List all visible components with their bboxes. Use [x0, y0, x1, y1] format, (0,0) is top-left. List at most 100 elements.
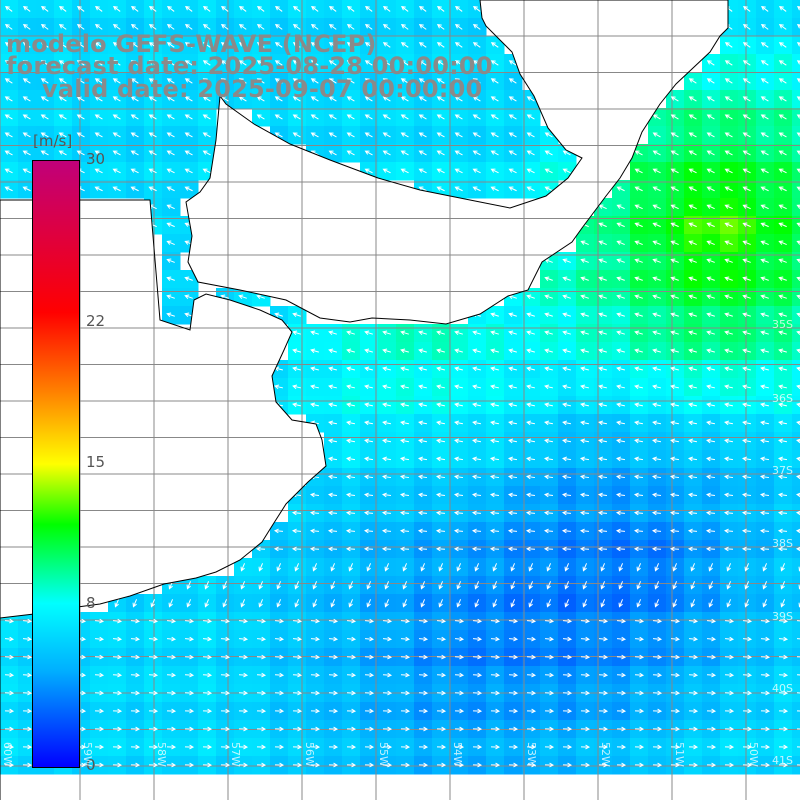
wind-arrow — [148, 168, 157, 174]
wind-arrow — [148, 186, 157, 192]
wind-arrow — [436, 618, 447, 624]
wind-arrow — [723, 546, 734, 552]
wind-arrow — [400, 24, 409, 30]
wind-arrow — [364, 78, 373, 84]
wind-arrow — [310, 114, 319, 120]
wind-arrow — [634, 456, 644, 462]
wind-arrow — [652, 312, 661, 318]
wind-arrow — [436, 420, 446, 426]
wind-arrow — [562, 762, 573, 768]
wind-arrow — [778, 762, 789, 768]
wind-arrow — [508, 672, 519, 678]
wind-arrow — [742, 636, 753, 642]
wind-arrow — [670, 762, 681, 768]
wind-arrow — [724, 366, 733, 372]
wind-arrow — [94, 690, 105, 696]
wind-arrow — [777, 492, 788, 498]
wind-arrow — [94, 618, 105, 624]
wind-arrow — [454, 168, 463, 174]
wind-arrow — [634, 618, 645, 624]
wind-arrow — [436, 42, 445, 48]
wind-arrow — [688, 654, 699, 660]
wind-arrow — [112, 186, 121, 192]
wind-arrow — [364, 672, 375, 678]
wind-arrow — [472, 456, 482, 462]
wind-arrow — [222, 581, 228, 590]
wind-arrow — [525, 492, 536, 498]
wind-arrow — [130, 762, 141, 768]
wind-arrow — [598, 240, 607, 245]
wind-arrow — [688, 204, 697, 210]
wind-arrow — [690, 599, 696, 608]
wind-arrow — [472, 24, 481, 30]
wind-arrow — [222, 599, 228, 608]
wind-arrow — [706, 618, 717, 624]
wind-arrow — [544, 330, 553, 336]
valid-date: valid date: 2025-09-07 00:00:00 — [42, 75, 483, 103]
wind-arrow — [670, 312, 679, 318]
wind-arrow — [148, 96, 157, 102]
wind-arrow — [670, 636, 681, 642]
wind-arrow — [292, 42, 301, 48]
wind-arrow — [724, 438, 734, 444]
wind-arrow — [543, 510, 554, 516]
field-cell — [792, 144, 800, 163]
wind-arrow — [652, 240, 661, 245]
wind-arrow — [399, 528, 410, 534]
wind-arrow — [778, 690, 789, 696]
wind-arrow — [490, 636, 501, 642]
wind-arrow — [760, 618, 771, 624]
wind-arrow — [543, 528, 554, 534]
wind-arrow — [238, 42, 247, 48]
wind-arrow — [346, 60, 355, 66]
wind-arrow — [564, 563, 570, 572]
wind-arrow — [652, 744, 663, 750]
wind-arrow — [598, 294, 607, 299]
wind-arrow — [382, 690, 393, 696]
wind-arrow — [670, 420, 680, 426]
wind-arrow — [364, 726, 375, 732]
wind-arrow — [292, 78, 301, 84]
wind-arrow — [580, 312, 589, 318]
wind-arrow — [130, 186, 139, 192]
wind-arrow — [327, 492, 338, 498]
wind-arrow — [454, 384, 464, 390]
wind-arrow — [418, 168, 427, 174]
wind-arrow — [796, 60, 800, 65]
wind-arrow — [508, 762, 519, 768]
latitude-label: 40S — [772, 682, 793, 695]
wind-arrow — [130, 168, 139, 174]
wind-arrow — [94, 60, 103, 66]
wind-arrow — [435, 492, 446, 498]
wind-arrow — [708, 563, 714, 572]
wind-arrow — [526, 114, 535, 120]
wind-arrow — [436, 60, 445, 66]
wind-arrow — [759, 528, 770, 534]
wind-arrow — [760, 744, 771, 750]
wind-arrow — [292, 5, 301, 12]
wind-arrow — [528, 563, 534, 572]
wind-arrow — [294, 599, 300, 608]
wind-arrow — [598, 474, 608, 480]
wind-arrow — [436, 654, 447, 660]
wind-arrow — [274, 618, 285, 624]
wind-arrow — [780, 599, 786, 608]
wind-arrow — [348, 581, 354, 590]
wind-arrow — [724, 150, 733, 156]
wind-arrow — [346, 672, 357, 678]
wind-arrow — [276, 563, 282, 572]
wind-arrow — [364, 402, 374, 408]
wind-arrow — [526, 402, 536, 408]
field-cell — [792, 306, 800, 325]
wind-arrow — [507, 528, 518, 534]
wind-arrow — [418, 78, 427, 84]
wind-arrow — [310, 60, 319, 66]
wind-arrow — [742, 312, 751, 318]
wind-arrow — [220, 5, 229, 12]
wind-arrow — [526, 186, 535, 192]
field-cell — [792, 630, 800, 649]
wind-arrow — [526, 654, 537, 660]
wind-arrow — [652, 420, 662, 426]
wind-arrow — [688, 636, 699, 642]
wind-arrow — [148, 132, 157, 138]
